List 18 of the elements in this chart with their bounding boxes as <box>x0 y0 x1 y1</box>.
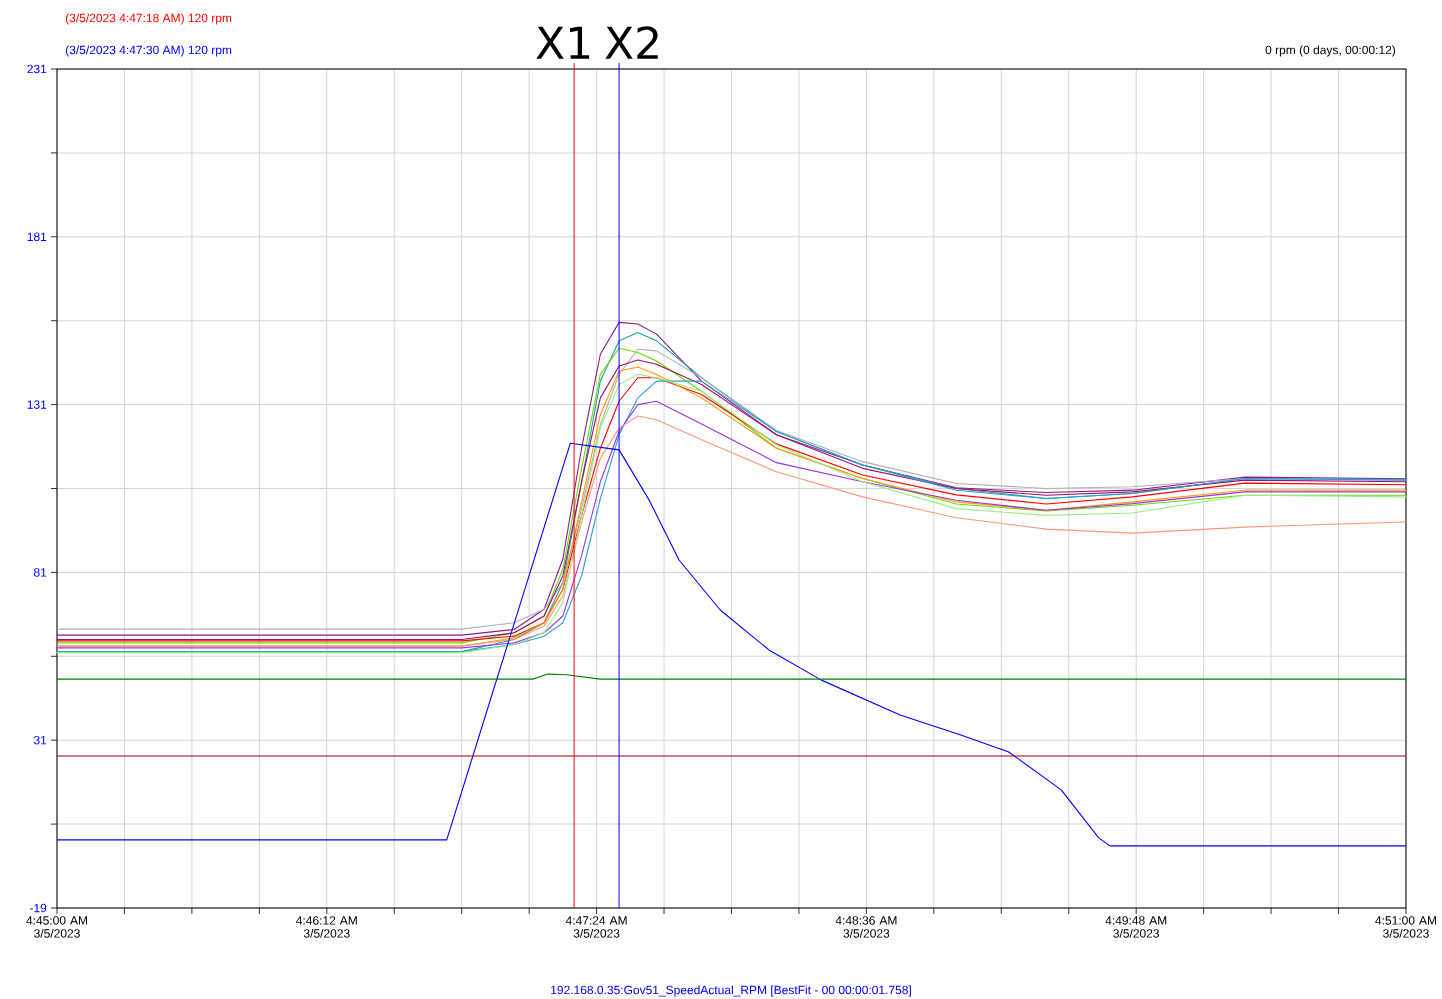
x-tick-label: 4:45:00 AM 3/5/2023 <box>26 916 88 938</box>
x-tick-label: 4:46:12 AM 3/5/2023 <box>296 916 357 938</box>
ref-line-label: X2 <box>605 26 658 59</box>
y-tick-label: 131 <box>27 400 47 409</box>
text: (3/5/2023 4:47:30 AM) 120 rpm <box>65 45 232 57</box>
y-tick-label: 31 <box>33 735 47 745</box>
y-tick-label: 181 <box>27 232 47 242</box>
x-tick-label: 4:49:48 AM 3/5/2023 <box>1105 916 1167 938</box>
text: 0 rpm (0 days, 00:00:12) <box>1265 45 1396 57</box>
ref-line-label: X1 <box>536 26 590 59</box>
text: (3/5/2023 4:47:18 AM) 120 rpm <box>65 13 232 25</box>
x-tick-label: 4:51:00 AM 3/5/2023 <box>1375 916 1436 938</box>
x-tick-label: 4:47:24 AM 3/5/2023 <box>565 916 627 938</box>
y-tick-label: 81 <box>33 568 47 577</box>
y-tick-label: -19 <box>29 903 47 913</box>
text: 192.168.0.35:Gov51_SpeedActual_RPM [BestFit - 00 00:00:01.758] <box>551 985 911 997</box>
x-tick-label: 4:48:36 AM 3/5/2023 <box>835 916 897 938</box>
y-tick-label: 231 <box>27 64 47 74</box>
